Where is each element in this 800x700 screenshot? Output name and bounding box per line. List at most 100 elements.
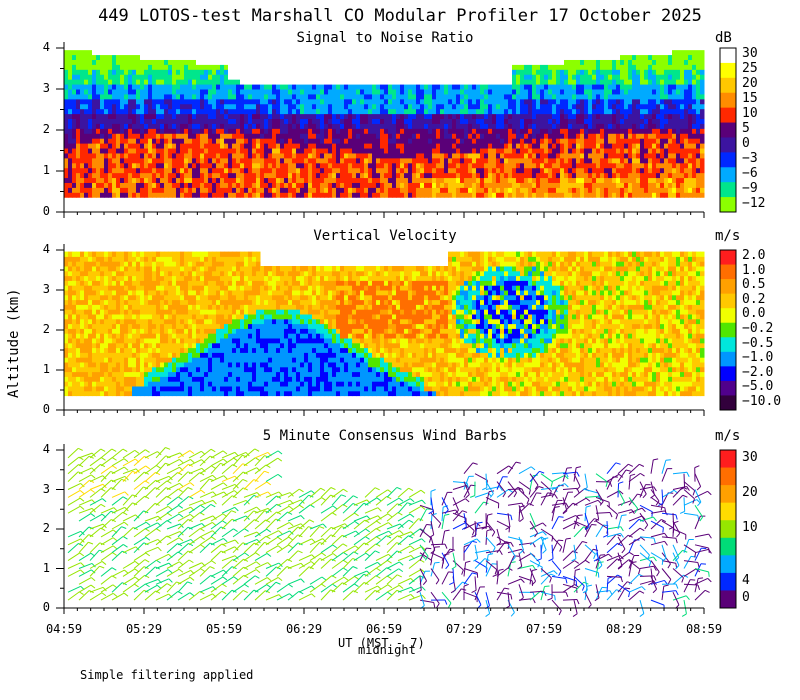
heat-cell [456, 192, 461, 198]
heat-cell [484, 118, 489, 124]
heat-cell [200, 138, 205, 144]
heat-cell [456, 89, 461, 95]
heat-cell [188, 113, 193, 120]
heat-cell [360, 167, 365, 174]
heat-cell [448, 157, 453, 164]
heat-cell [608, 113, 613, 120]
heat-cell [380, 162, 385, 169]
heat-cell [524, 172, 529, 179]
heat-cell [116, 118, 121, 124]
heat-cell [280, 84, 285, 90]
heat-cell [204, 177, 209, 183]
heat-cell [292, 162, 297, 169]
heat-cell [216, 108, 221, 115]
heat-cell [72, 69, 77, 75]
heat-cell [184, 123, 189, 129]
heat-cell [72, 162, 77, 169]
heat-cell [588, 108, 593, 115]
heat-cell [192, 54, 197, 60]
heat-cell [152, 167, 157, 174]
heat-cell [156, 182, 161, 188]
heat-cell [380, 98, 385, 105]
heat-cell [356, 172, 361, 179]
heat-cell [116, 59, 121, 65]
heat-cell [344, 84, 349, 90]
heat-cell [584, 172, 589, 179]
heat-cell [316, 123, 321, 129]
heat-cell [88, 152, 93, 159]
heat-cell [436, 74, 441, 80]
heat-cell [188, 118, 193, 124]
heat-cell [204, 187, 209, 193]
heat-cell [152, 133, 157, 139]
heat-cell [520, 177, 525, 183]
heat-cell [104, 69, 109, 75]
heat-cell [88, 74, 93, 80]
heat-cell [192, 177, 197, 183]
heat-cell [624, 113, 629, 120]
heat-cell [180, 44, 185, 51]
heat-cell [404, 44, 409, 51]
heat-cell [464, 162, 469, 169]
heat-cell [288, 162, 293, 169]
heat-cell [208, 79, 213, 85]
heat-cell [484, 54, 489, 60]
heat-cell [304, 89, 309, 95]
heat-cell [92, 143, 97, 149]
heat-cell [376, 44, 381, 51]
heat-cell [336, 69, 341, 75]
heat-cell [204, 79, 209, 85]
heat-cell [244, 148, 249, 154]
heat-cell [200, 167, 205, 174]
heat-cell [516, 192, 521, 198]
heat-cell [548, 118, 553, 124]
heat-cell [236, 84, 241, 90]
heat-cell [520, 79, 525, 85]
heat-cell [680, 143, 685, 149]
heat-cell [432, 44, 437, 51]
heat-cell [368, 113, 373, 120]
heat-cell [564, 69, 569, 75]
heat-cell [220, 177, 225, 183]
heat-cell [64, 118, 69, 124]
heat-cell [132, 84, 137, 90]
heat-cell [604, 182, 609, 188]
heat-cell [100, 182, 105, 188]
heat-cell [568, 103, 573, 110]
heat-cell [328, 143, 333, 149]
heat-cell [588, 177, 593, 183]
heat-cell [360, 128, 365, 134]
heat-cell [308, 172, 313, 179]
heat-cell [580, 79, 585, 85]
heat-cell [152, 93, 157, 100]
heat-cell [344, 59, 349, 65]
heat-cell [696, 133, 701, 139]
heat-cell [696, 79, 701, 85]
heat-cell [148, 187, 153, 193]
heat-cell [264, 59, 269, 65]
heat-cell [616, 59, 621, 65]
heat-cell [488, 49, 493, 56]
heat-cell [356, 69, 361, 75]
heat-cell [632, 148, 637, 154]
heat-cell [456, 84, 461, 90]
heat-cell [336, 138, 341, 144]
heat-cell [268, 192, 273, 198]
heat-cell [700, 133, 705, 139]
heat-cell [92, 177, 97, 183]
heat-cell [580, 152, 585, 159]
heat-cell [608, 192, 613, 198]
heat-cell [196, 133, 201, 139]
heat-cell [452, 167, 457, 174]
heat-cell [468, 84, 473, 90]
heat-cell [300, 69, 305, 75]
heat-cell [464, 69, 469, 75]
heat-cell [284, 123, 289, 129]
heat-cell [260, 69, 265, 75]
heat-cell [576, 108, 581, 115]
heat-cell [560, 108, 565, 115]
heat-cell [632, 138, 637, 144]
heat-cell [620, 64, 625, 70]
heat-cell [532, 103, 537, 110]
heat-cell [560, 93, 565, 100]
